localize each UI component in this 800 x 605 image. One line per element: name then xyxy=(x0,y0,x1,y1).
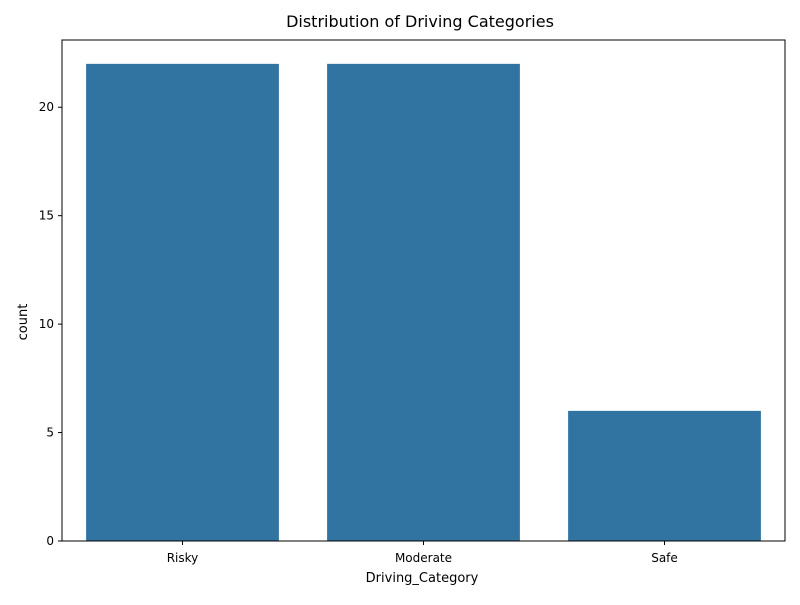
plot-frame xyxy=(61,39,786,542)
x-axis: Risky Moderate Safe xyxy=(167,541,678,565)
x-axis-label: Driving_Category xyxy=(366,571,479,586)
y-axis-label: count xyxy=(16,304,31,341)
y-tick-label: 0 xyxy=(46,534,54,548)
y-tick-label: 20 xyxy=(39,100,54,114)
x-tick-label: Moderate xyxy=(395,551,452,565)
y-tick-label: 15 xyxy=(39,209,54,223)
x-tick-label: Safe xyxy=(651,551,678,565)
x-tick-label: Risky xyxy=(167,551,199,565)
bar-risky xyxy=(86,63,279,541)
chart-title: Distribution of Driving Categories xyxy=(286,12,554,31)
bar-safe xyxy=(568,410,761,541)
bar-moderate xyxy=(327,63,520,541)
y-tick-label: 10 xyxy=(39,317,54,331)
bars-group xyxy=(86,63,761,541)
y-tick-label: 5 xyxy=(46,426,54,440)
y-axis: 0 5 10 15 20 xyxy=(39,100,62,548)
